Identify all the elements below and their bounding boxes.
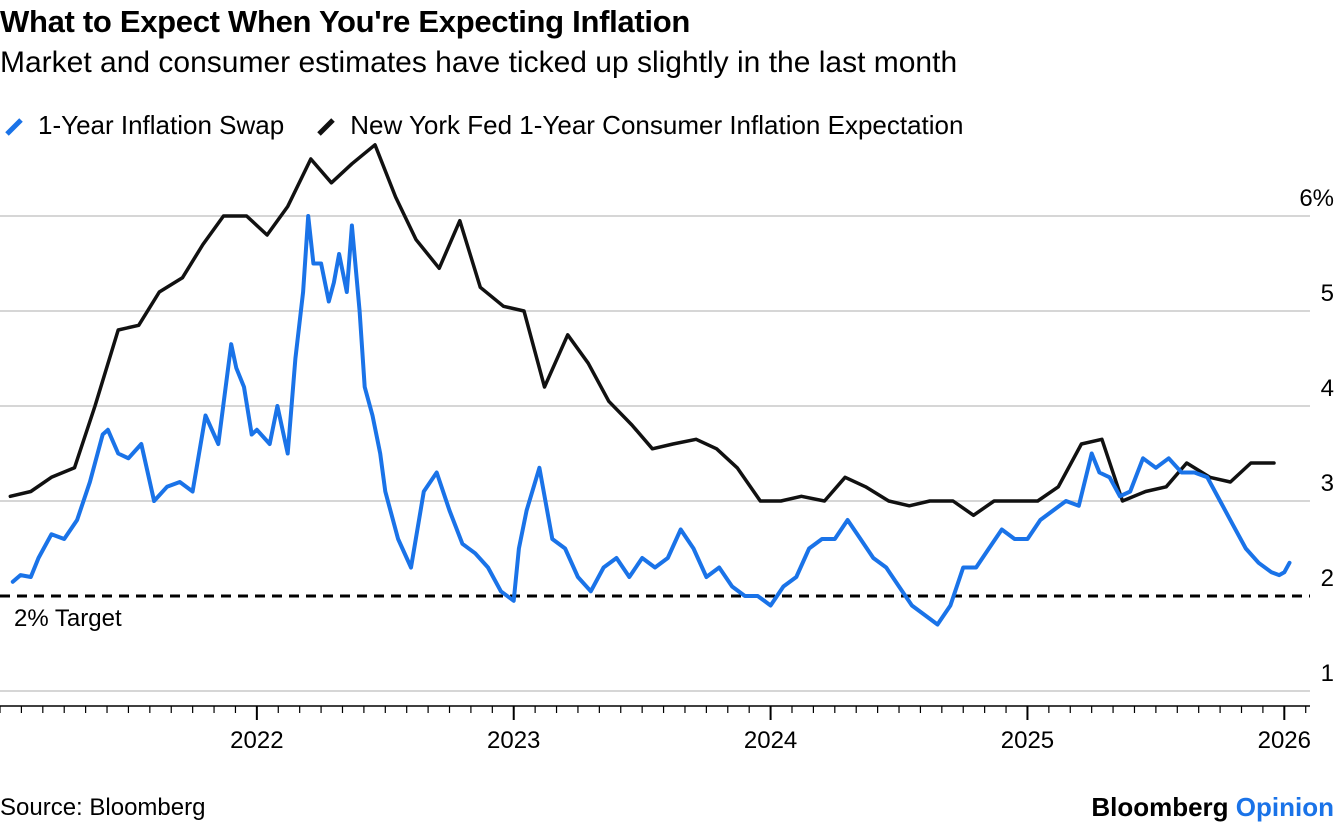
y-tick-label: 6%: [1299, 185, 1334, 212]
legend-item-inflation-swap: 1-Year Inflation Swap: [0, 110, 284, 141]
legend-label-ny-fed: New York Fed 1-Year Consumer Inflation E…: [350, 109, 964, 140]
x-tick-label: 2024: [744, 727, 797, 750]
y-tick-label: 5: [1321, 280, 1334, 307]
x-tick-label: 2023: [487, 727, 540, 750]
y-axis-labels: 1 2 3 4 5 6%: [1299, 185, 1334, 687]
series-inflation-swap-line: [10, 214, 1292, 627]
brand-section: Opinion: [1235, 792, 1334, 822]
source-note: Source: Bloomberg: [0, 794, 206, 821]
gridlines: [0, 215, 1310, 692]
chart-legend: 1-Year Inflation Swap New York Fed 1-Yea…: [0, 108, 991, 142]
target-line-group: 2% Target: [0, 594, 1310, 632]
x-axis: 2022 2023 2024 2025 2026: [0, 705, 1311, 750]
y-tick-label: 1: [1321, 660, 1334, 687]
x-tick-label: 2022: [230, 727, 283, 750]
chart-title: What to Expect When You're Expecting Inf…: [0, 4, 690, 39]
line-chart: 2% Target 2022 2023 2024 2025 2026 1 2 3 4 5 6%: [0, 143, 1334, 750]
chart-subtitle: Market and consumer estimates have ticke…: [0, 46, 958, 79]
legend-item-ny-fed: New York Fed 1-Year Consumer Inflation E…: [312, 110, 963, 141]
y-tick-label: 2: [1321, 565, 1334, 592]
series-lines: [8, 143, 1292, 627]
brand-name: Bloomberg: [1091, 792, 1229, 822]
x-tick-label: 2026: [1258, 727, 1311, 750]
brand-logo: Bloomberg Opinion: [1091, 792, 1334, 823]
y-tick-label: 3: [1321, 470, 1334, 497]
x-tick-label: 2025: [1001, 727, 1054, 750]
y-tick-label: 4: [1321, 375, 1334, 402]
legend-label-inflation-swap: 1-Year Inflation Swap: [38, 109, 285, 140]
series-ny-fed-line: [8, 143, 1276, 518]
legend-swatch-blue-icon: [0, 110, 30, 140]
legend-swatch-black-icon: [312, 110, 342, 140]
target-annotation: 2% Target: [14, 605, 122, 632]
